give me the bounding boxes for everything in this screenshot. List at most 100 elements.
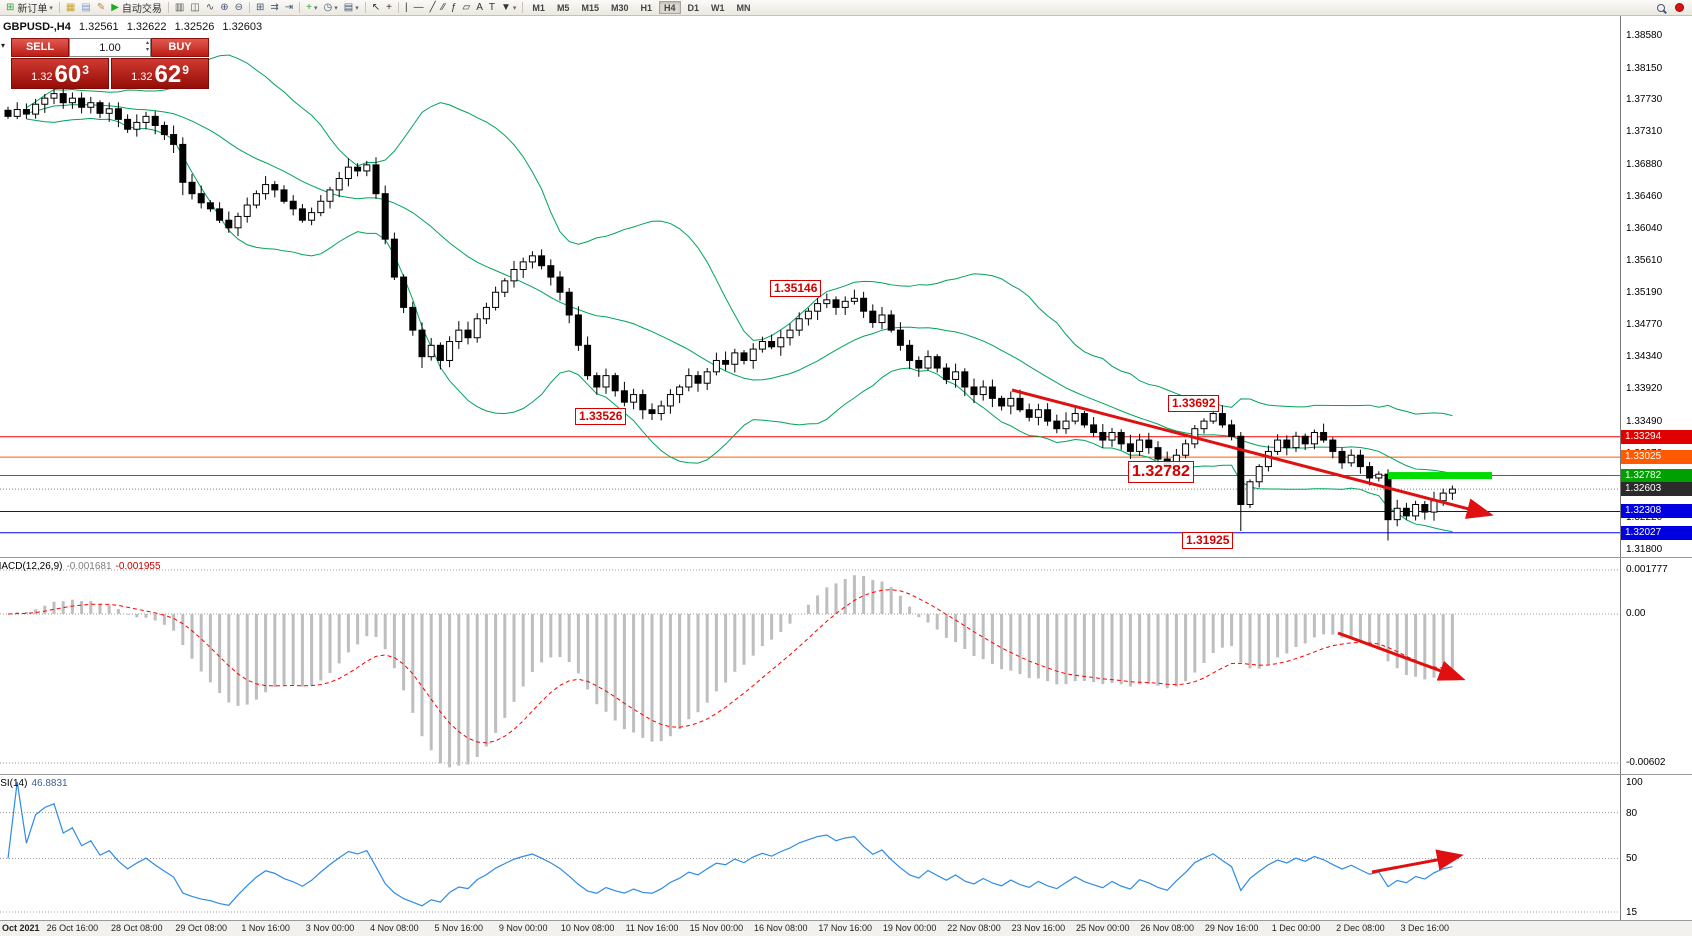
tile-windows-icon[interactable]: ⊞ — [253, 1, 267, 15]
text-label-icon[interactable]: T — [486, 1, 498, 15]
bar-low: 1.32526 — [174, 21, 215, 33]
timeframe-mn-button[interactable]: MN — [736, 3, 751, 13]
price-axis-label: 1.37310 — [1626, 126, 1663, 138]
toolbar: ⊞ 新订单 ▾ ▦ ▤ ✎ ▶ 自动交易 ▥ ◫ ∿ ⊕ ⊖ ⊞ ⇉ ⇥ + ▾ ◷ ▾ ▤ ▾ ↖ + | — ╱ ∕∕ ƒ ▱ A T ▼ ▾… — [0, 0, 1692, 16]
periods-button[interactable]: ◷ ▾ — [321, 1, 341, 15]
price-annotation[interactable]: 1.35146 — [770, 280, 822, 297]
stepper-up-icon[interactable]: ▴ — [145, 40, 149, 46]
price-axis-label: 1.38580 — [1626, 30, 1663, 41]
buy-button[interactable]: BUY — [151, 38, 209, 57]
pane-separator-rsi[interactable] — [0, 773, 1692, 776]
time-scale[interactable]: Oct 2021 26 Oct 16:00 28 Oct 08:00 29 Oct 0… — [0, 920, 1692, 936]
toolbar-separator — [397, 2, 399, 13]
search-icon[interactable] — [1657, 3, 1665, 12]
line-chart-icon[interactable]: ∿ — [203, 1, 217, 15]
price-axis-label: 1.33490 — [1626, 415, 1663, 427]
channel-icon[interactable]: ∕∕ — [439, 1, 448, 15]
text-icon[interactable]: A — [473, 1, 486, 15]
price-annotation[interactable]: 1.33526 — [575, 408, 627, 425]
volume-stepper[interactable]: ▴ ▾ — [146, 40, 149, 54]
macd-main-value: -0.001681 — [66, 561, 112, 572]
zoom-in-icon[interactable]: ⊕ — [217, 1, 231, 15]
templates-button[interactable]: ▤ ▾ — [341, 1, 362, 15]
timeframe-h1-button[interactable]: H1 — [640, 3, 652, 13]
arrows-tool-glyph: ▼ — [501, 1, 511, 13]
support-zone-rectangle[interactable] — [1388, 472, 1492, 480]
auto-scroll-glyph: ⇉ — [270, 1, 279, 13]
fibonacci-icon[interactable]: ƒ — [448, 1, 460, 15]
stepper-down-icon[interactable]: ▾ — [145, 47, 149, 53]
time-axis-label: Oct 2021 — [2, 923, 40, 933]
caret-down-icon: ▾ — [314, 4, 318, 12]
chart-shift-icon[interactable]: ⇥ — [282, 1, 296, 15]
new-order-button-label: 新订单 — [17, 4, 48, 15]
metaeditor-icon[interactable]: ✎ — [94, 1, 108, 15]
bar-chart-icon[interactable]: ▥ — [172, 1, 187, 15]
shapes-icon[interactable]: ▱ — [460, 1, 474, 15]
autotrading-button-label: 自动交易 — [121, 4, 162, 15]
new-order-glyph: ⊞ — [6, 1, 15, 13]
buy-price-prefix: 1.32 — [131, 71, 153, 83]
profiles-icon[interactable]: ▤ — [78, 1, 93, 15]
timeframe-w1-button[interactable]: W1 — [711, 3, 725, 13]
new-order-button[interactable]: ⊞ 新订单 ▾ — [3, 1, 56, 16]
autotrading-button[interactable]: ▶ 自动交易 — [108, 1, 165, 16]
text-label-glyph: T — [488, 1, 495, 13]
toolbar-separator — [167, 2, 169, 13]
pane-separator-macd[interactable] — [0, 556, 1692, 559]
buy-price-display[interactable]: 1.32 62 9 — [111, 58, 209, 89]
indicators-button[interactable]: + ▾ — [303, 1, 320, 15]
candles — [4, 86, 1456, 541]
time-axis-label: 26 Nov 08:00 — [1140, 923, 1194, 933]
rsi-current-value: 46.8831 — [31, 778, 68, 789]
crosshair-icon[interactable]: + — [383, 1, 395, 15]
arrows-tool-icon[interactable]: ▼ ▾ — [498, 1, 519, 15]
timeframe-d1-button[interactable]: D1 — [687, 3, 700, 13]
trend-arrow-main[interactable] — [1011, 388, 1494, 519]
chart-shift-glyph: ⇥ — [284, 1, 294, 13]
zoom-out-glyph: ⊖ — [234, 1, 243, 13]
horizontal-line-icon[interactable]: — — [411, 1, 427, 15]
price-annotation[interactable]: 1.32782 — [1128, 461, 1194, 483]
trendline-glyph: ╱ — [429, 1, 436, 13]
timeframe-h4-button[interactable]: H4 — [659, 1, 681, 14]
chart-ohlc-readout: GBPUSD-,H4 1.32561 1.32622 1.32526 1.326… — [3, 21, 267, 33]
bar-open: 1.32561 — [78, 21, 119, 33]
timeframe-m30-button[interactable]: M30 — [610, 3, 629, 13]
price-annotation[interactable]: 1.33692 — [1168, 395, 1220, 412]
price-axis-separator — [1620, 16, 1621, 920]
zoom-out-icon[interactable]: ⊖ — [232, 1, 246, 15]
trend-arrow-macd[interactable] — [1337, 631, 1466, 681]
timeframe-m1-button[interactable]: M1 — [532, 3, 545, 13]
buy-price-big: 62 — [154, 61, 182, 88]
toolbar-separator — [299, 2, 301, 13]
sell-price-prefix: 1.32 — [31, 71, 53, 83]
sell-button[interactable]: SELL — [11, 38, 69, 57]
timeframe-m15-button[interactable]: M15 — [581, 3, 599, 13]
trendline-icon[interactable]: ╱ — [427, 1, 439, 15]
auto-scroll-icon[interactable]: ⇉ — [267, 1, 281, 15]
time-axis-label: 10 Nov 08:00 — [560, 923, 615, 933]
macd-axis-label: -0.00602 — [1626, 757, 1666, 769]
cursor-icon[interactable]: ↖ — [369, 1, 383, 15]
buy-price-sup: 9 — [182, 63, 189, 77]
caret-down-icon: ▾ — [355, 4, 359, 12]
price-annotation[interactable]: 1.31925 — [1182, 532, 1234, 549]
volume-input[interactable]: 1.00 ▴ ▾ — [69, 38, 151, 57]
panel-collapse-icon[interactable]: ▾ — [1, 41, 6, 50]
timeframe-m5-button[interactable]: M5 — [556, 3, 570, 13]
sell-price-display[interactable]: 1.32 60 3 — [11, 58, 109, 89]
trend-arrow-rsi[interactable] — [1371, 849, 1464, 874]
notification-badge[interactable] — [1675, 3, 1684, 12]
vertical-line-icon[interactable]: | — [402, 1, 411, 15]
trade-buttons-row: SELL 1.00 ▴ ▾ BUY — [11, 38, 209, 57]
new-chart-icon[interactable]: ▦ — [63, 1, 78, 15]
candlestick-icon[interactable]: ◫ — [187, 1, 202, 15]
caret-down-icon: ▾ — [512, 4, 517, 12]
fibonacci-glyph: ƒ — [450, 1, 457, 13]
shapes-glyph: ▱ — [462, 1, 471, 13]
price-axis-label: 1.31800 — [1626, 543, 1663, 555]
bar-high: 1.32622 — [126, 21, 167, 33]
